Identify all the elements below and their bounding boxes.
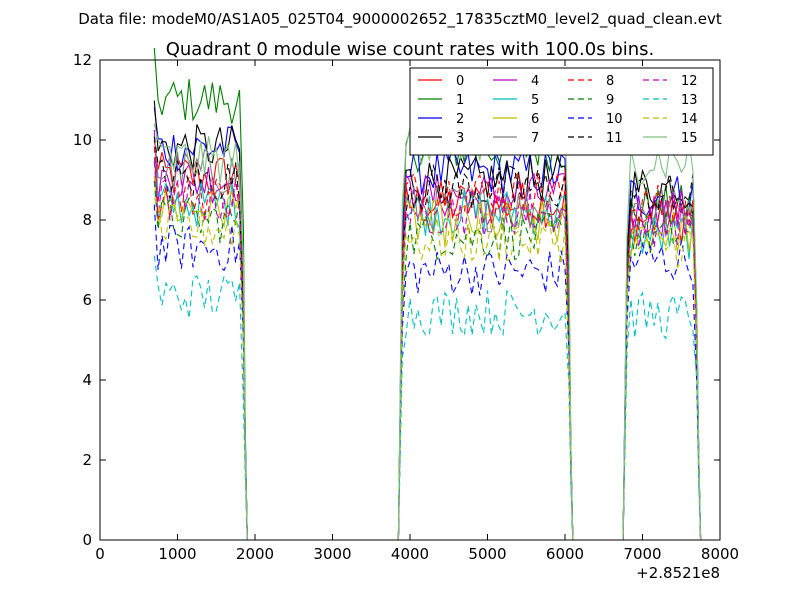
legend-label-2: 2 [456,112,464,127]
x-tick-label: 6000 [546,545,584,563]
series-line-10 [153,204,702,541]
series-line-6 [153,176,702,541]
x-tick-label: 5000 [468,545,506,563]
chart-title: Quadrant 0 module wise count rates with … [166,39,655,60]
series-line-9 [153,180,702,541]
chart-suptitle: Data file: modeM0/AS1A05_025T04_90000026… [78,10,722,29]
series-line-14 [153,197,702,541]
series-line-11 [153,136,702,541]
legend-label-10: 10 [606,112,623,127]
x-tick-label: 8000 [701,545,739,563]
legend-label-0: 0 [456,74,464,89]
y-tick-label: 0 [82,531,92,549]
legend-label-12: 12 [681,74,698,89]
legend-label-5: 5 [531,93,539,108]
legend-label-4: 4 [531,74,539,89]
legend-label-11: 11 [606,131,623,146]
series-line-7 [153,135,702,541]
x-tick-label: 4000 [391,545,429,563]
series-line-8 [153,146,702,541]
legend-label-14: 14 [681,112,698,127]
legend-label-7: 7 [531,131,539,146]
series-line-3 [153,100,702,541]
legend-label-9: 9 [606,93,614,108]
y-tick-label: 10 [73,131,92,149]
legend-label-1: 1 [456,93,464,108]
y-tick-label: 8 [82,211,92,229]
x-tick-label: 2000 [236,545,274,563]
legend-label-15: 15 [681,131,698,146]
legend-label-13: 13 [681,93,698,108]
y-tick-label: 12 [73,51,92,69]
x-offset-label: +2.8521e8 [636,564,720,582]
x-tick-label: 0 [95,545,105,563]
y-tick-label: 4 [82,371,92,389]
x-tick-label: 3000 [313,545,351,563]
y-tick-label: 6 [82,291,92,309]
legend-box [409,67,714,156]
x-tick-label: 7000 [623,545,661,563]
legend-label-6: 6 [531,112,539,127]
series-line-13 [153,255,702,541]
legend-label-3: 3 [456,131,464,146]
y-tick-label: 2 [82,451,92,469]
legend-label-8: 8 [606,74,614,89]
series-line-15 [153,115,702,541]
plot-area: 0 1000 2000 3000 4000 5000 6000 7000 80000246810… [73,48,739,563]
x-tick-label: 1000 [158,545,196,563]
